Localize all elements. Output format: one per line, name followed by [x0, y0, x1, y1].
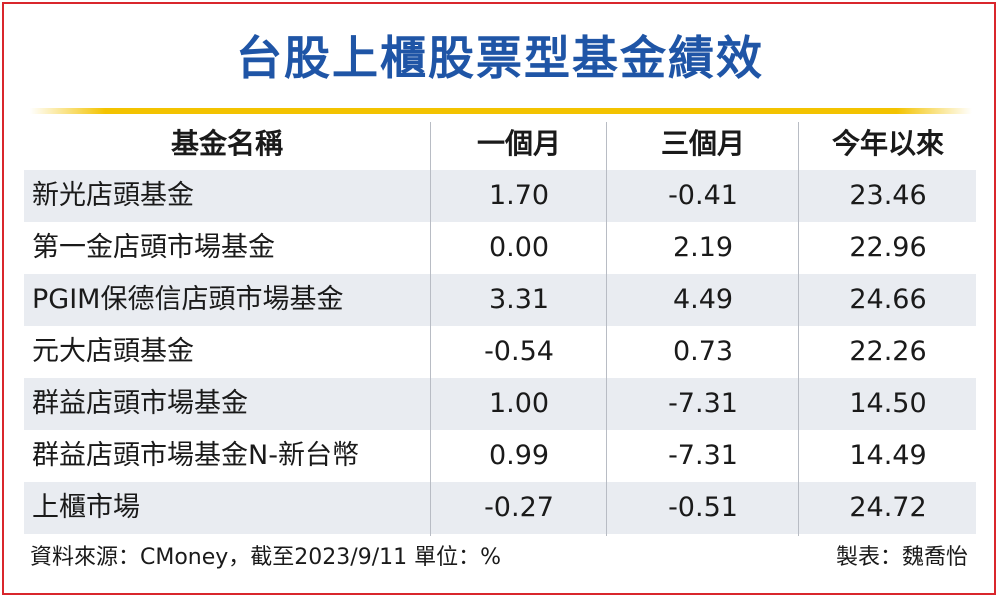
fund-name-cell: 元大店頭基金	[32, 336, 194, 367]
source-note: 資料來源：CMoney，截至2023/9/11 單位：%	[30, 545, 502, 570]
table-row: 上櫃市場 -0.27 -0.51 24.72	[24, 482, 976, 534]
header-ytd: 今年以來	[831, 127, 944, 160]
ytd-cell: 22.96	[849, 232, 927, 263]
one-month-cell: 1.00	[488, 388, 550, 419]
ytd-cell: 24.72	[849, 492, 927, 523]
fund-name-cell: 第一金店頭市場基金	[32, 232, 275, 263]
ytd-cell: 14.49	[849, 440, 927, 471]
one-month-cell: 0.00	[488, 232, 550, 263]
three-month-cell: -0.51	[668, 492, 738, 523]
header-fund-name: 基金名稱	[170, 127, 283, 160]
three-month-cell: -0.41	[668, 180, 738, 211]
table-row: 群益店頭市場基金N-新台幣 0.99 -7.31 14.49	[24, 430, 976, 482]
ytd-cell: 22.26	[849, 336, 927, 367]
three-month-cell: 4.49	[672, 284, 734, 315]
column-divider	[798, 122, 799, 536]
column-divider	[606, 122, 607, 536]
ytd-cell: 14.50	[849, 388, 927, 419]
credit-note: 製表：魏喬怡	[835, 545, 968, 570]
fund-name-cell: 群益店頭市場基金	[32, 388, 248, 419]
fund-name-cell: 新光店頭基金	[32, 180, 194, 211]
fund-name-cell: PGIM保德信店頭市場基金	[32, 284, 344, 315]
ytd-cell: 24.66	[849, 284, 927, 315]
header-one-month: 一個月	[476, 127, 561, 160]
three-month-cell: 0.73	[672, 336, 734, 367]
one-month-cell: 3.31	[488, 284, 550, 315]
three-month-cell: -7.31	[668, 388, 738, 419]
one-month-cell: 0.99	[488, 440, 550, 471]
fund-name-cell: 群益店頭市場基金N-新台幣	[32, 440, 359, 471]
table-row: 新光店頭基金 1.70 -0.41 23.46	[24, 170, 976, 222]
title-underline	[30, 108, 972, 114]
one-month-cell: -0.54	[484, 336, 554, 367]
three-month-cell: -7.31	[668, 440, 738, 471]
table-row: 元大店頭基金 -0.54 0.73 22.26	[24, 326, 976, 378]
column-divider	[430, 122, 431, 536]
fund-name-cell: 上櫃市場	[32, 492, 140, 523]
table-row: 群益店頭市場基金 1.00 -7.31 14.50	[24, 378, 976, 430]
table-row: PGIM保德信店頭市場基金 3.31 4.49 24.66	[24, 274, 976, 326]
three-month-cell: 2.19	[672, 232, 734, 263]
one-month-cell: 1.70	[488, 180, 550, 211]
fund-performance-table: 基金名稱 一個月 三個月 今年以來 新光店頭基金 1.70 -0.41 23.4…	[24, 118, 976, 536]
table-row: 第一金店頭市場基金 0.00 2.19 22.96	[24, 222, 976, 274]
header-three-month: 三個月	[660, 127, 745, 160]
one-month-cell: -0.27	[484, 492, 554, 523]
page-title: 台股上櫃股票型基金績效	[236, 31, 764, 85]
ytd-cell: 23.46	[849, 180, 927, 211]
table-header-row: 基金名稱 一個月 三個月 今年以來	[24, 118, 976, 170]
